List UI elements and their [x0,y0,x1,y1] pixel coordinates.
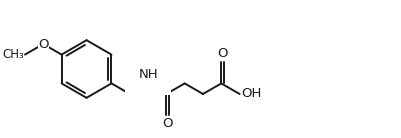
Text: NH: NH [138,68,158,81]
Text: O: O [217,47,227,60]
Text: OH: OH [241,87,261,100]
Text: O: O [38,38,49,51]
Text: CH₃: CH₃ [2,48,24,61]
Text: O: O [162,117,172,130]
